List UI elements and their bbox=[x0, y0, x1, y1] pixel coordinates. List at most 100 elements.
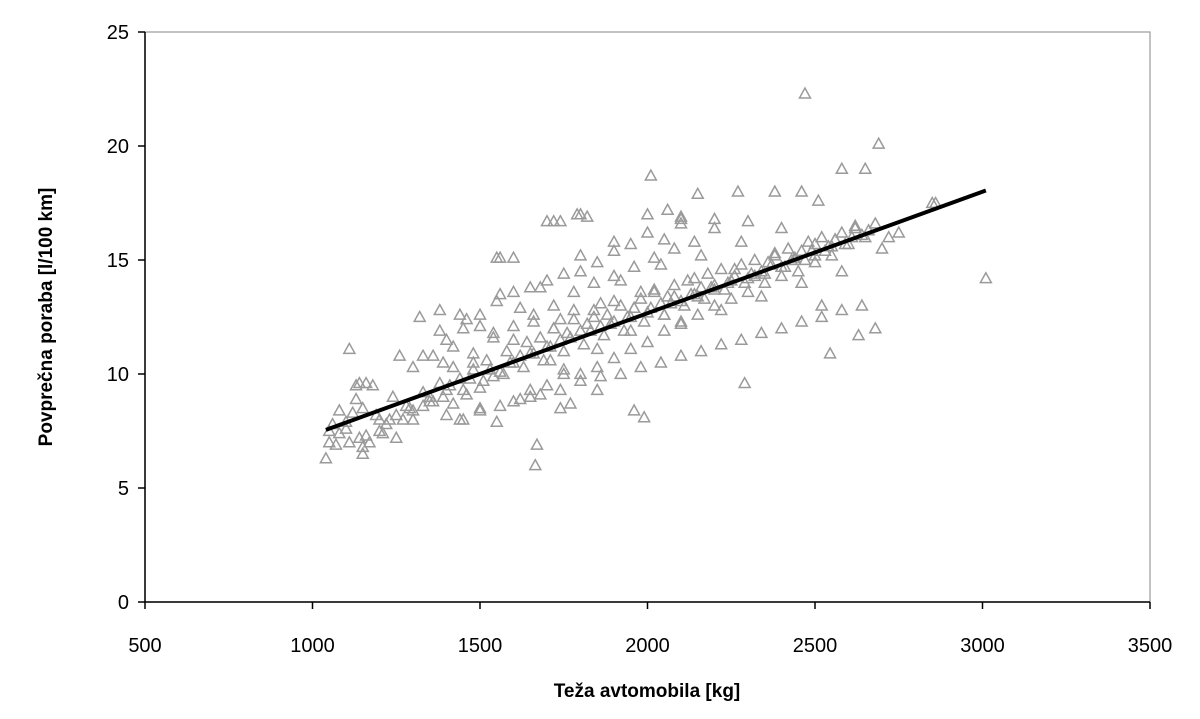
x-tick-label: 1500 bbox=[458, 635, 503, 657]
scatter-point bbox=[613, 366, 628, 380]
scatter-point bbox=[660, 289, 675, 302]
scatter-point bbox=[774, 221, 789, 234]
scatter-point bbox=[433, 323, 447, 336]
scatter-point bbox=[868, 321, 883, 334]
scatter-point bbox=[556, 362, 571, 375]
scatter-point bbox=[597, 328, 611, 341]
scatter-point bbox=[824, 248, 839, 261]
scatter-point bbox=[794, 314, 809, 327]
scatter-point bbox=[453, 307, 467, 320]
scatter-point bbox=[724, 291, 739, 304]
scatter-point bbox=[372, 423, 387, 437]
scatter-point bbox=[439, 407, 454, 421]
scatter-point bbox=[389, 430, 404, 443]
scatter-point bbox=[808, 255, 822, 268]
scatter-point bbox=[761, 255, 775, 268]
scatter-point bbox=[647, 282, 661, 295]
scatter-point bbox=[835, 303, 849, 316]
scatter-point bbox=[623, 323, 638, 336]
scatter-point bbox=[332, 403, 347, 416]
scatter-point bbox=[835, 161, 849, 174]
scatter-point bbox=[567, 284, 581, 298]
scatter-point bbox=[439, 332, 454, 345]
scatter-point bbox=[654, 257, 668, 270]
scatter-point bbox=[362, 435, 377, 448]
scatter-point bbox=[473, 319, 487, 332]
scatter-point bbox=[466, 346, 481, 359]
scatter-point bbox=[359, 376, 373, 389]
scatter-point bbox=[523, 280, 538, 293]
scatter-point bbox=[823, 346, 837, 359]
scatter-point bbox=[456, 382, 471, 396]
y-axis-title: Povprečna poraba [l/100 km] bbox=[36, 188, 57, 447]
scatter-point bbox=[858, 161, 873, 174]
scatter-point bbox=[553, 382, 568, 396]
scatter-point bbox=[871, 136, 886, 149]
scatter-point bbox=[577, 337, 591, 350]
scatter-point bbox=[741, 214, 755, 227]
y-tick-label: 20 bbox=[107, 136, 129, 158]
scatter-point bbox=[654, 355, 668, 368]
scatter-point bbox=[637, 410, 651, 423]
scatter-point bbox=[690, 186, 705, 200]
scatter-point bbox=[540, 273, 554, 286]
scatter-point bbox=[634, 284, 648, 298]
scatter-point bbox=[811, 193, 826, 206]
scatter-point bbox=[707, 298, 722, 311]
scatter-point bbox=[647, 250, 661, 263]
scatter-point bbox=[329, 437, 343, 450]
scatter-point bbox=[687, 234, 702, 247]
x-tick-label: 3000 bbox=[960, 635, 1005, 657]
scatter-point bbox=[674, 209, 688, 222]
scatter-point bbox=[349, 392, 363, 405]
scatter-point bbox=[590, 255, 605, 268]
scatter-point bbox=[573, 323, 588, 336]
scatter-point bbox=[540, 214, 554, 227]
scatter-point bbox=[891, 225, 906, 238]
scatter-point bbox=[322, 435, 337, 448]
scatter-point bbox=[794, 184, 809, 197]
scatter-point bbox=[436, 389, 450, 402]
scatter-point bbox=[553, 312, 568, 325]
scatter-point bbox=[741, 284, 755, 298]
scatter-point bbox=[359, 428, 373, 441]
scatter-point bbox=[798, 86, 812, 99]
scatter-point bbox=[479, 353, 494, 366]
scatter-point bbox=[426, 348, 440, 361]
scatter-point bbox=[707, 211, 722, 225]
scatter-point bbox=[473, 403, 487, 416]
scatter-point bbox=[466, 355, 481, 368]
scatter-point bbox=[573, 366, 588, 380]
scatter-point bbox=[376, 426, 390, 439]
scatter-point bbox=[637, 314, 651, 327]
scatter-point bbox=[573, 264, 588, 277]
scatter-point bbox=[493, 364, 507, 377]
scatter-point bbox=[345, 405, 360, 418]
scatter-point bbox=[493, 250, 507, 263]
scatter-point bbox=[855, 298, 869, 311]
scatter-point bbox=[543, 353, 558, 366]
y-axis-ticks: 0 5 10 15 20 25 bbox=[107, 22, 145, 614]
scatter-point bbox=[506, 332, 521, 345]
scatter-point bbox=[342, 435, 357, 448]
scatter-point bbox=[814, 309, 829, 323]
scatter-point bbox=[690, 307, 705, 320]
scatter-point bbox=[570, 207, 584, 220]
y-tick-label: 0 bbox=[118, 592, 129, 614]
scatter-point bbox=[399, 398, 414, 412]
scatter-point bbox=[634, 360, 648, 373]
scatter-point bbox=[352, 376, 367, 389]
scatter-point bbox=[593, 369, 608, 382]
scatter-point bbox=[644, 168, 658, 181]
scatter-point bbox=[536, 353, 551, 366]
scatter-point bbox=[530, 437, 544, 450]
scatter-point bbox=[590, 341, 605, 355]
scatter-point bbox=[627, 403, 641, 416]
scatter-point bbox=[486, 330, 501, 343]
scatter-point bbox=[607, 350, 621, 364]
scatter-point bbox=[674, 211, 688, 225]
scatter-point bbox=[754, 289, 769, 302]
scatter-point bbox=[556, 344, 571, 357]
scatter-point bbox=[526, 314, 541, 327]
scatter-point bbox=[553, 401, 568, 414]
